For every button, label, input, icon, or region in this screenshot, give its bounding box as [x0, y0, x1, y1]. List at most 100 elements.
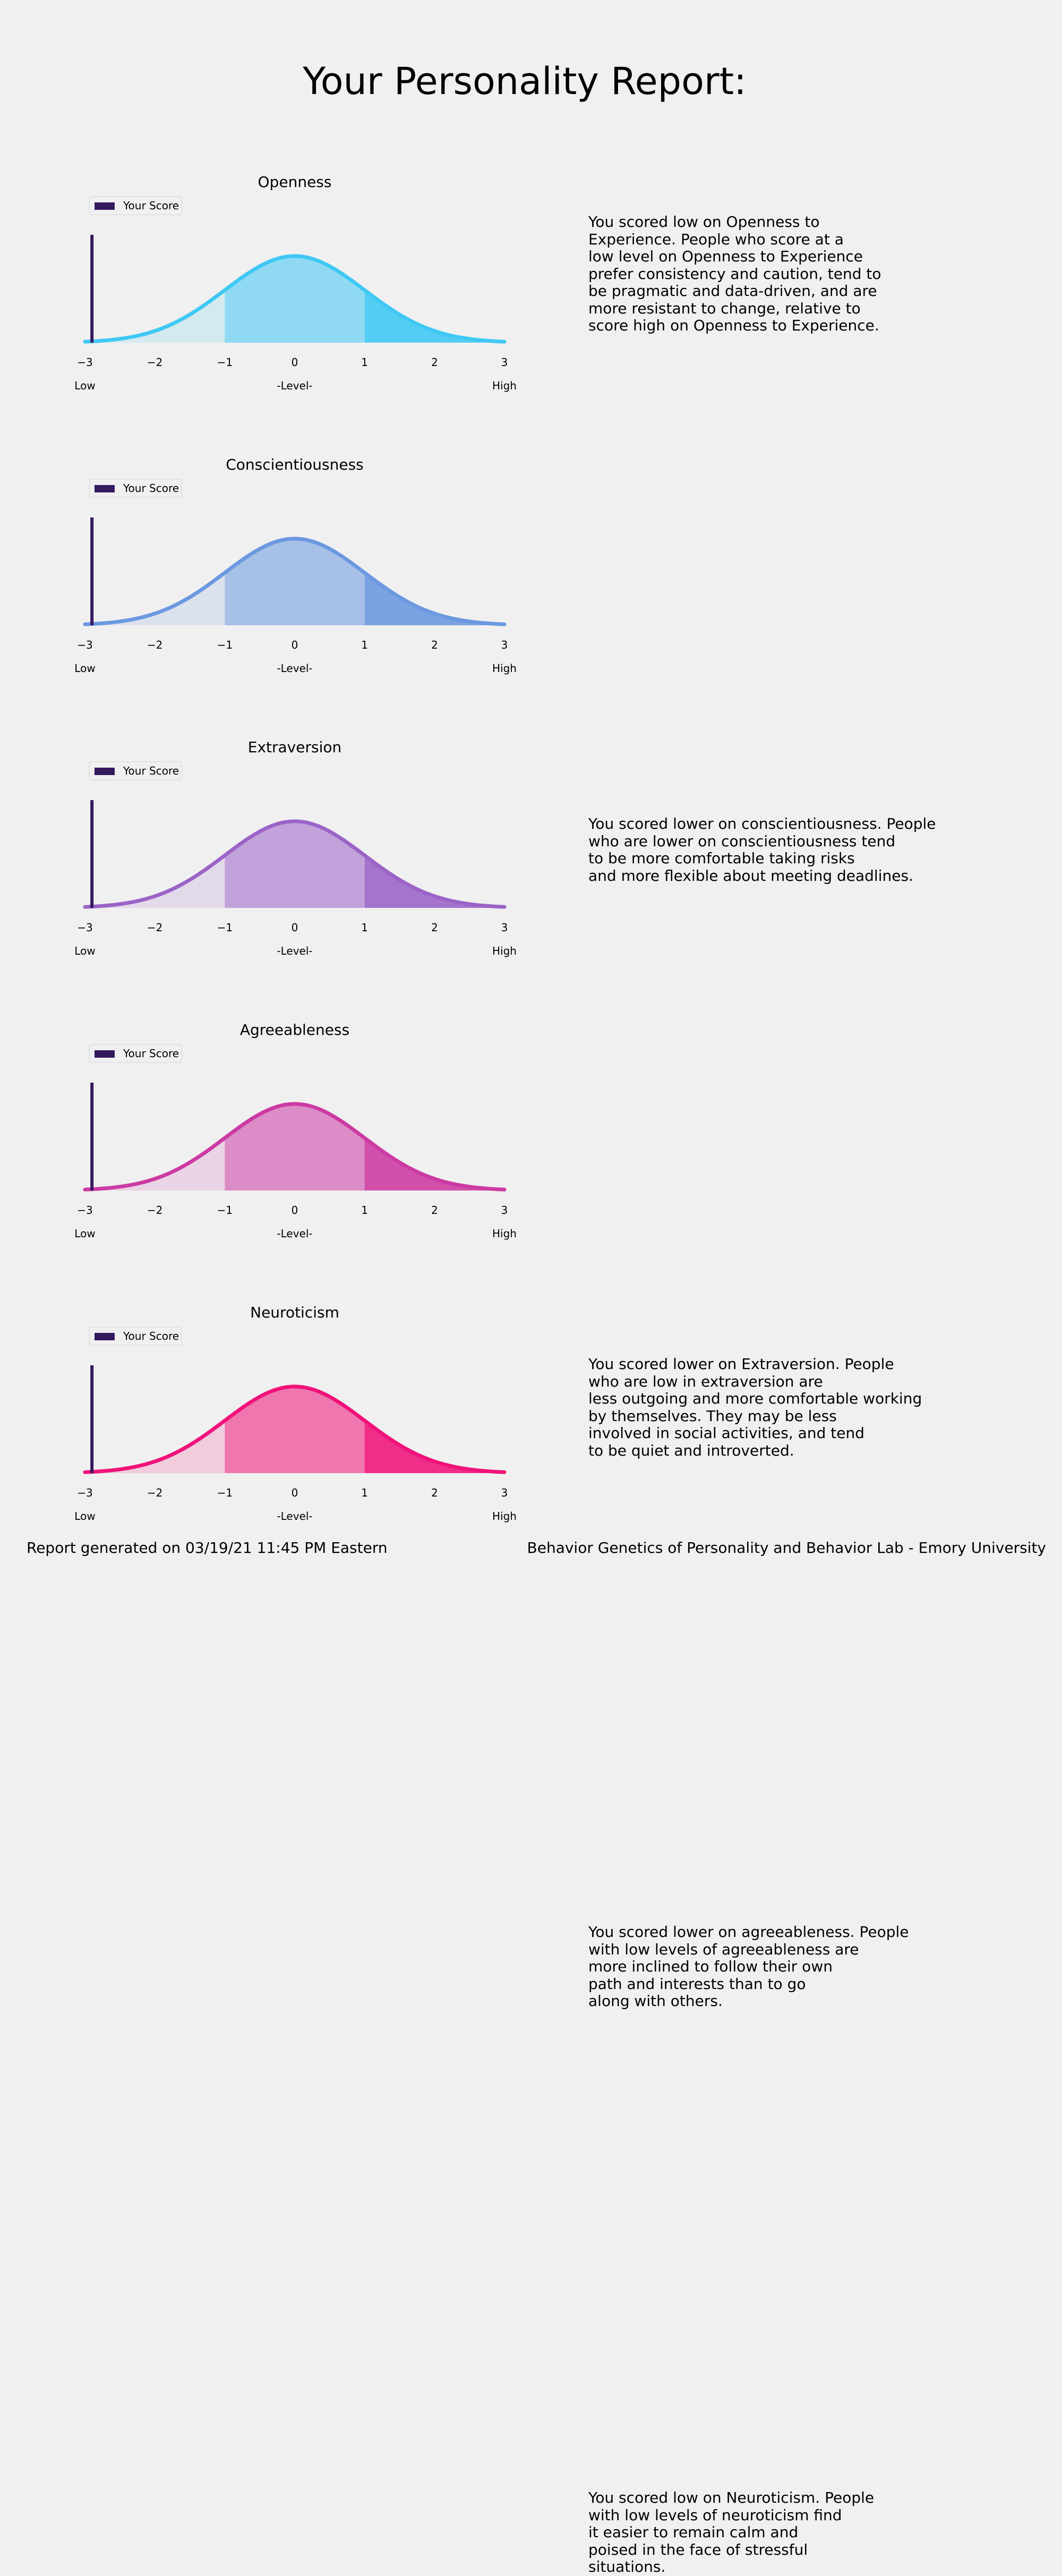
high-label: High: [492, 379, 517, 392]
x-axis-label: -Level-: [277, 1227, 312, 1240]
chart-title: Conscientiousness: [226, 456, 364, 473]
x-tick-label: 2: [431, 921, 438, 934]
shade-middle: [225, 1104, 365, 1191]
high-label: High: [492, 662, 517, 675]
x-tick-label: −3: [77, 639, 92, 651]
x-tick-label: 2: [431, 356, 438, 369]
shade-middle: [225, 821, 365, 908]
density-curve: [83, 1102, 507, 1192]
legend-label: Your Score: [123, 1330, 179, 1342]
chart-title: Openness: [258, 173, 332, 191]
legend-box: [89, 479, 182, 498]
x-tick-label: 0: [292, 1204, 298, 1217]
high-label: High: [492, 1227, 517, 1240]
x-tick-label: −2: [147, 1204, 162, 1217]
shade-middle: [225, 539, 365, 625]
trait-panel-conscientiousness: Conscientiousness Your Score −3 −2 −1 0 1 2 3 Low…: [0, 453, 1062, 884]
chart-title: Extraversion: [248, 738, 341, 756]
legend-label: Your Score: [123, 1047, 179, 1060]
x-axis-label: -Level-: [277, 379, 312, 392]
shade-low: [85, 855, 225, 908]
low-label: Low: [74, 1227, 95, 1240]
x-tick-label: −1: [217, 1486, 233, 1499]
chart-conscientiousness: Conscientiousness Your Score −3 −2 −1 0 1 2 3 Low…: [74, 456, 517, 675]
legend-box: [89, 196, 182, 215]
x-axis-label: -Level-: [277, 1510, 312, 1523]
x-tick-label: −2: [147, 356, 162, 369]
shade-high: [364, 1138, 504, 1191]
chart-openness: Openness Your Score −3 −2 −1 0 1 2 3 Low -Level- Hi…: [74, 173, 517, 392]
density-curve: [83, 254, 507, 344]
x-tick-label: −1: [217, 639, 233, 651]
chart-agreeableness: Agreeableness Your Score −3 −2 −1 0 1 2 3 Low -Lev…: [74, 1021, 517, 1240]
legend-swatch: [95, 1050, 115, 1058]
high-label: High: [492, 1510, 517, 1523]
x-tick-label: −2: [147, 639, 162, 651]
trait-description: You scored lower on conscientiousness. P…: [588, 815, 936, 885]
x-tick-label: 3: [501, 356, 508, 369]
shade-low: [85, 1421, 225, 1473]
shade-high: [364, 573, 504, 625]
x-axis-label: -Level-: [277, 662, 312, 675]
legend-swatch: [95, 202, 115, 210]
x-tick-label: −1: [217, 1204, 233, 1217]
x-tick-label: −3: [77, 1486, 92, 1499]
x-tick-label: −2: [147, 921, 162, 934]
x-tick-label: −1: [217, 356, 233, 369]
x-tick-label: −3: [77, 1204, 92, 1217]
x-tick-label: 1: [361, 1486, 368, 1499]
shade-low: [85, 290, 225, 343]
shade-high: [364, 1421, 504, 1473]
x-tick-label: 2: [431, 1204, 438, 1217]
shade-middle: [225, 1387, 365, 1473]
legend-label: Your Score: [123, 764, 179, 777]
x-tick-label: −2: [147, 1486, 162, 1499]
legend-box: [89, 1044, 182, 1063]
x-tick-label: 1: [361, 1204, 368, 1217]
x-tick-label: 0: [292, 1486, 298, 1499]
legend-swatch: [95, 768, 115, 775]
x-tick-label: 3: [501, 921, 508, 934]
trait-panel-openness: Openness Your Score −3 −2 −1 0 1 2 3 Low -Level- Hi…: [0, 170, 1062, 453]
trait-description: You scored low on Neuroticism. People wi…: [588, 2489, 875, 2575]
trait-description: You scored low on Openness to Experience…: [588, 213, 881, 334]
x-tick-label: −1: [217, 921, 233, 934]
density-curve: [83, 1384, 507, 1474]
legend-box: [89, 761, 182, 780]
legend-swatch: [95, 1333, 115, 1340]
shade-middle: [225, 256, 365, 343]
x-tick-label: 2: [431, 1486, 438, 1499]
trait-panel-agreeableness: Agreeableness Your Score −3 −2 −1 0 1 2 3 Low -Lev…: [0, 1018, 1062, 2010]
chart-extraversion: Extraversion Your Score −3 −2 −1 0 1 2 3 Low -Leve…: [74, 738, 517, 957]
x-tick-label: 1: [361, 921, 368, 934]
x-tick-label: −3: [77, 356, 92, 369]
x-axis-label: -Level-: [277, 945, 312, 957]
chart-neuroticism: Neuroticism Your Score −3 −2 −1 0 1 2 3 Low -Level…: [74, 1304, 517, 1523]
legend-label: Your Score: [123, 482, 179, 495]
shade-low: [85, 573, 225, 625]
low-label: Low: [74, 379, 95, 392]
trait-description: You scored lower on Extraversion. People…: [588, 1355, 922, 1459]
density-curve: [83, 537, 507, 626]
chart-title: Agreeableness: [240, 1021, 349, 1039]
density-curve: [83, 819, 507, 909]
x-tick-label: 0: [292, 921, 298, 934]
x-tick-label: 0: [292, 639, 298, 651]
low-label: Low: [74, 1510, 95, 1523]
x-tick-label: 2: [431, 639, 438, 651]
shade-high: [364, 855, 504, 908]
x-tick-label: 3: [501, 639, 508, 651]
low-label: Low: [74, 662, 95, 675]
legend-box: [89, 1327, 182, 1346]
shade-low: [85, 1138, 225, 1191]
legend-label: Your Score: [123, 199, 179, 212]
report-generated-text: Report generated on 03/19/21 11:45 PM Ea…: [27, 1539, 388, 1557]
x-tick-label: −3: [77, 921, 92, 934]
trait-description: You scored lower on agreeableness. Peopl…: [588, 1923, 909, 2010]
shade-high: [364, 290, 504, 343]
x-tick-label: 0: [292, 356, 298, 369]
trait-panel-extraversion: Extraversion Your Score −3 −2 −1 0 1 2 3 Low -Leve…: [0, 735, 1062, 1459]
chart-title: Neuroticism: [250, 1304, 339, 1321]
x-tick-label: 3: [501, 1204, 508, 1217]
x-tick-label: 1: [361, 639, 368, 651]
